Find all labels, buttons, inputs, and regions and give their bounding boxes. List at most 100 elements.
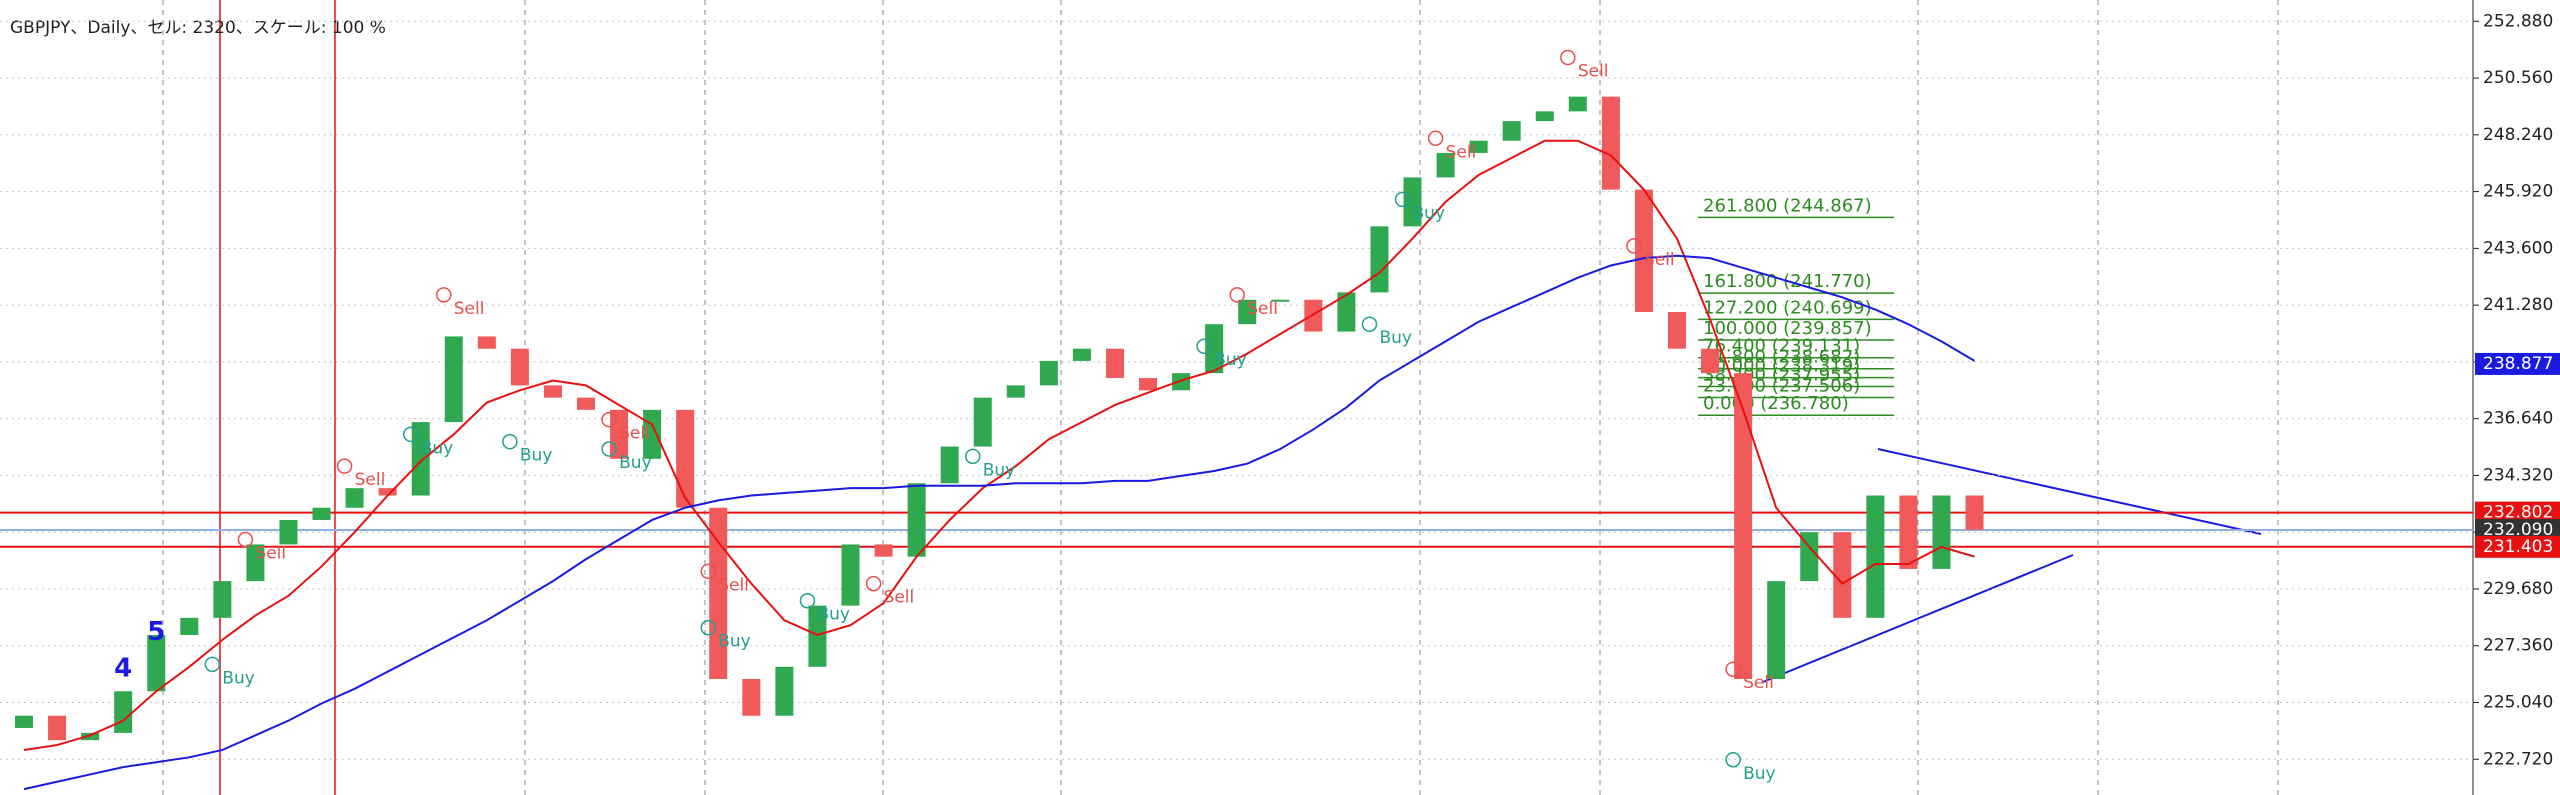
candle-body — [907, 483, 926, 557]
signal-marker — [799, 592, 816, 609]
candle-body — [1965, 495, 1984, 530]
signal-label: Sell — [1446, 142, 1477, 162]
signal-marker — [502, 433, 518, 450]
candle-body — [543, 385, 562, 398]
signal-marker — [601, 411, 617, 428]
candle-body — [1271, 299, 1290, 302]
price-tag-label: 232.802 — [2483, 503, 2553, 523]
fib-label: 61.800 (238.682) — [1703, 347, 1860, 368]
fib-label: 50.000 (238.319) — [1703, 356, 1860, 377]
candle-body — [180, 617, 199, 635]
y-tick-label: 225.040 — [2483, 693, 2553, 713]
candle-body — [477, 336, 496, 349]
signal-label: Buy — [1743, 764, 1776, 784]
trend-line — [1762, 554, 2074, 683]
signal-label: Sell — [1247, 299, 1278, 319]
y-tick-label: 245.920 — [2483, 182, 2553, 202]
trend-line — [1877, 448, 2262, 535]
signal-marker — [700, 619, 717, 636]
signal-marker — [1560, 49, 1576, 66]
fib-label: 76.400 (239.131) — [1703, 336, 1860, 357]
signal-marker — [964, 448, 981, 465]
price-tag-label: 232.090 — [2483, 520, 2553, 540]
signal-label: Buy — [421, 438, 454, 458]
signal-marker — [865, 575, 882, 592]
y-tick-label: 227.360 — [2483, 636, 2553, 656]
signal-label: Buy — [1413, 203, 1446, 223]
signal-label: Sell — [884, 588, 915, 608]
signal-label: Sell — [1743, 673, 1774, 693]
fib-label: 0.000 (236.780) — [1703, 393, 1849, 414]
candle-body — [1139, 378, 1158, 391]
candle-body — [213, 581, 232, 618]
candle-body — [345, 488, 364, 508]
candle-body — [1535, 111, 1554, 122]
candle-body — [1899, 495, 1918, 569]
candle-body — [1800, 532, 1819, 582]
signal-marker — [1427, 130, 1444, 147]
signal-marker — [1361, 316, 1378, 332]
candle-body — [147, 634, 166, 692]
y-tick-label: 243.600 — [2483, 238, 2553, 258]
candle-body — [312, 507, 331, 520]
signal-marker — [1394, 191, 1411, 208]
fib-label: 261.800 (244.867) — [1703, 195, 1872, 216]
candle-body — [1866, 495, 1885, 618]
wave-label: 4 — [114, 654, 132, 684]
wave-label: 5 — [147, 617, 165, 647]
y-tick-label: 236.640 — [2483, 409, 2553, 429]
signal-label: Buy — [817, 605, 850, 625]
price-tag — [2475, 352, 2560, 375]
signal-marker — [601, 441, 617, 457]
y-tick-label: 252.880 — [2483, 11, 2553, 31]
candle-body — [81, 732, 100, 741]
price-tag — [2475, 535, 2560, 558]
candle-body — [577, 397, 596, 410]
candle-body — [378, 488, 397, 496]
date-grid — [162, 0, 2279, 795]
candle-body — [1039, 360, 1058, 386]
signal-marker — [1725, 661, 1741, 677]
signal-marker — [1725, 752, 1741, 768]
price-tag-label: 231.403 — [2483, 537, 2553, 557]
y-tick-label: 234.320 — [2483, 465, 2553, 485]
signal-label: Sell — [619, 424, 650, 444]
candle-body — [510, 348, 529, 386]
candle-body — [1304, 299, 1323, 332]
candle-body — [48, 715, 67, 741]
candle-body — [1833, 532, 1852, 618]
signal-marker — [436, 287, 452, 303]
candle-body — [610, 409, 629, 459]
signal-marker — [700, 563, 717, 580]
candle-body — [1436, 152, 1455, 178]
candle-body — [1337, 292, 1356, 332]
signal-marker — [402, 426, 419, 443]
candle-body — [676, 409, 695, 508]
y-tick-label: 229.680 — [2483, 579, 2553, 599]
signal-label: Buy — [718, 632, 751, 652]
signal-label: Sell — [255, 544, 286, 564]
candle-body — [411, 422, 430, 496]
signal-label: Sell — [454, 299, 485, 319]
signal-marker — [1196, 338, 1212, 354]
signal-label: Buy — [1214, 350, 1247, 370]
signal-label: Buy — [222, 668, 255, 688]
candle-body — [1601, 96, 1620, 190]
candle-body — [1502, 121, 1521, 141]
candle-body — [1205, 324, 1224, 374]
signal-label: Sell — [355, 470, 386, 490]
price-tag-label: 238.877 — [2483, 354, 2553, 374]
moving-average — [23, 254, 1976, 791]
candle-body — [1701, 348, 1720, 374]
candle-body — [1634, 189, 1653, 312]
candle-body — [709, 507, 728, 680]
signal-label: Sell — [1578, 62, 1609, 82]
signal-marker — [204, 656, 221, 673]
candle-body — [940, 446, 959, 484]
signal-marker — [1229, 287, 1245, 303]
candle-body — [1469, 140, 1488, 153]
candle-body — [841, 544, 860, 606]
